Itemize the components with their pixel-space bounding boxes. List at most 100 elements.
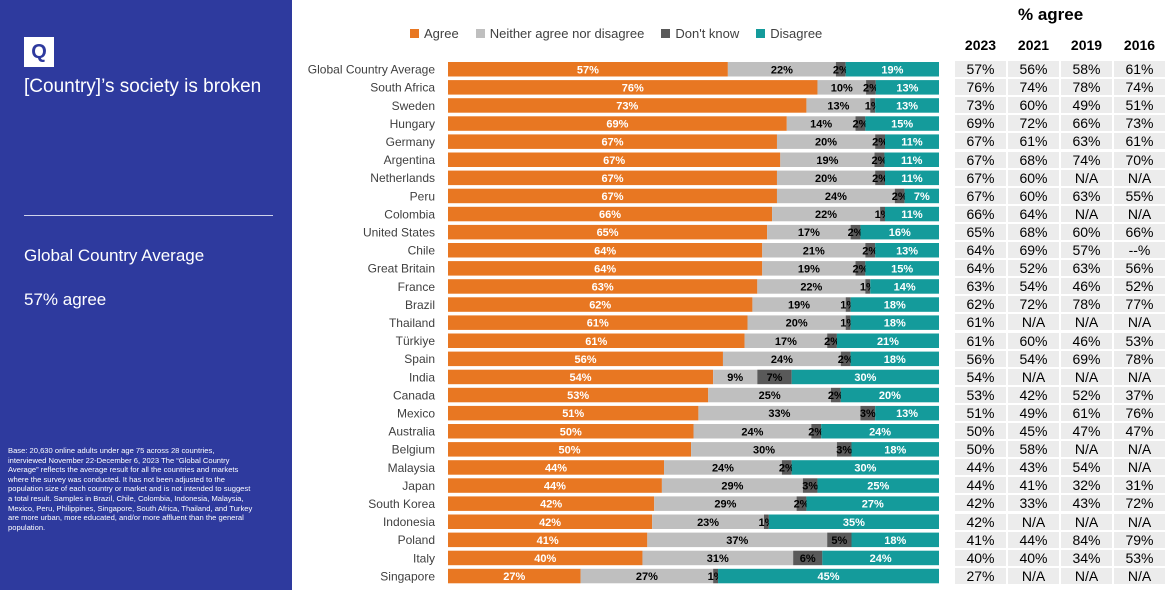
data-label-dont-know: 2% [794, 499, 810, 511]
data-label-agree: 42% [539, 517, 561, 529]
trend-cell: 32% [1061, 477, 1112, 494]
country-label: Poland [398, 533, 435, 547]
data-label-agree: 76% [622, 82, 644, 94]
bar-segment-neither [780, 152, 875, 167]
bar-segment-dont-know [811, 424, 822, 439]
bar-segment-neither [776, 134, 876, 149]
data-label-agree: 64% [594, 245, 616, 257]
data-label-neither: 24% [712, 462, 734, 474]
trend-cell: 41% [1008, 477, 1059, 494]
trend-cell: 66% [1114, 223, 1165, 240]
trend-cell: 54% [1008, 278, 1059, 295]
bar-segment-disagree [851, 442, 939, 457]
country-label: Mexico [397, 406, 435, 420]
data-label-neither: 31% [707, 553, 729, 565]
trend-cell: 74% [1061, 151, 1112, 168]
data-label-agree: 44% [545, 462, 567, 474]
data-label-agree: 50% [560, 426, 582, 438]
data-label-neither: 27% [636, 571, 658, 583]
trend-cell: 41% [955, 531, 1006, 548]
trend-cell: N/A [1008, 513, 1059, 530]
trend-cell: 76% [1114, 404, 1165, 421]
data-label-disagree: 18% [884, 318, 906, 330]
bar-segment-dont-know [845, 315, 851, 330]
data-label-agree: 50% [559, 444, 581, 456]
bar-segment-dont-know [757, 369, 792, 385]
data-label-dont-know: 2% [852, 119, 868, 131]
trend-cell: 51% [1114, 97, 1165, 114]
data-label-dont-know: 2% [824, 336, 840, 348]
bar-segment-dont-know [865, 243, 876, 258]
trend-cell: 63% [1061, 187, 1112, 204]
bar-segment-disagree [875, 243, 939, 258]
bar-segment-agree [448, 405, 699, 421]
trend-cell: 49% [1008, 404, 1059, 421]
data-label-neither: 9% [727, 372, 743, 384]
country-label: South Africa [370, 81, 435, 95]
bar-segment-neither [776, 170, 876, 186]
bar-segment-neither [708, 387, 831, 403]
sidebar: Q [Country]’s society is broken Global C… [0, 0, 292, 590]
bar-segment-neither [757, 279, 866, 294]
bar-segment-agree [448, 62, 728, 77]
trend-cell: 50% [955, 423, 1006, 439]
bar-segment-neither [691, 442, 837, 457]
trend-cell: 61% [955, 314, 1006, 331]
trend-cell: 69% [1008, 242, 1059, 258]
data-label-neither: 37% [726, 535, 748, 547]
data-label-neither: 24% [771, 354, 793, 366]
bar-segment-neither [727, 62, 836, 77]
chart-legend: Agree Neither agree nor disagree Don't k… [410, 24, 839, 42]
bar-segment-agree [448, 243, 763, 258]
data-label-neither: 19% [788, 300, 810, 312]
trend-cell: 60% [1008, 332, 1059, 349]
trend-cell: 57% [1061, 242, 1112, 258]
trend-cell: 47% [1114, 423, 1165, 439]
bar-segment-neither [664, 460, 782, 475]
trend-cell: 54% [1008, 350, 1059, 367]
trend-cell: 78% [1114, 350, 1165, 367]
trend-cell: 42% [955, 513, 1006, 530]
data-label-neither: 25% [759, 390, 781, 402]
bar-segment-agree [448, 261, 763, 276]
bar-segment-dont-know [840, 351, 851, 367]
data-label-disagree: 15% [891, 263, 913, 275]
trend-cell: 57% [955, 61, 1006, 77]
data-label-disagree: 15% [891, 119, 913, 131]
bar-segment-dont-know [875, 134, 885, 149]
data-label-dont-know: 2% [852, 263, 868, 275]
data-label-dont-know: 6% [800, 553, 816, 565]
bar-segment-neither [772, 206, 881, 222]
trend-cell: 61% [1008, 133, 1059, 150]
data-label-disagree: 16% [889, 227, 911, 239]
trend-cell: 69% [1061, 350, 1112, 367]
data-label-disagree: 25% [867, 481, 889, 493]
trend-cell: 64% [1008, 205, 1059, 222]
bar-segment-agree [448, 297, 753, 312]
data-label-disagree: 11% [901, 209, 923, 221]
data-label-dont-know: 7% [767, 372, 783, 384]
bar-segment-dont-know [894, 188, 905, 204]
trend-cell: 52% [1008, 260, 1059, 277]
bar-segment-disagree [875, 80, 939, 95]
data-label-disagree: 13% [896, 82, 918, 94]
bar-segment-disagree [875, 98, 939, 113]
trend-cell: 78% [1061, 79, 1112, 96]
trend-cell: 72% [1008, 115, 1059, 132]
bar-segment-agree [448, 478, 662, 493]
data-label-disagree: 11% [901, 173, 923, 185]
country-label: Australia [388, 425, 435, 439]
country-label: Peru [410, 189, 435, 203]
sidebar-stat: 57% agree [24, 290, 107, 309]
year-header-2023: 2023 [964, 37, 997, 53]
data-label-neither: 24% [825, 191, 847, 203]
data-label-disagree: 24% [869, 426, 891, 438]
trend-cell: 74% [1008, 79, 1059, 96]
trend-cell: 46% [1061, 278, 1112, 295]
bar-segment-agree [448, 550, 643, 566]
trend-cell: N/A [1114, 205, 1165, 222]
trend-cell: 74% [1114, 79, 1165, 96]
bar-segment-disagree [822, 550, 939, 566]
trend-cell: 60% [1061, 223, 1112, 240]
data-label-disagree: 20% [879, 390, 901, 402]
